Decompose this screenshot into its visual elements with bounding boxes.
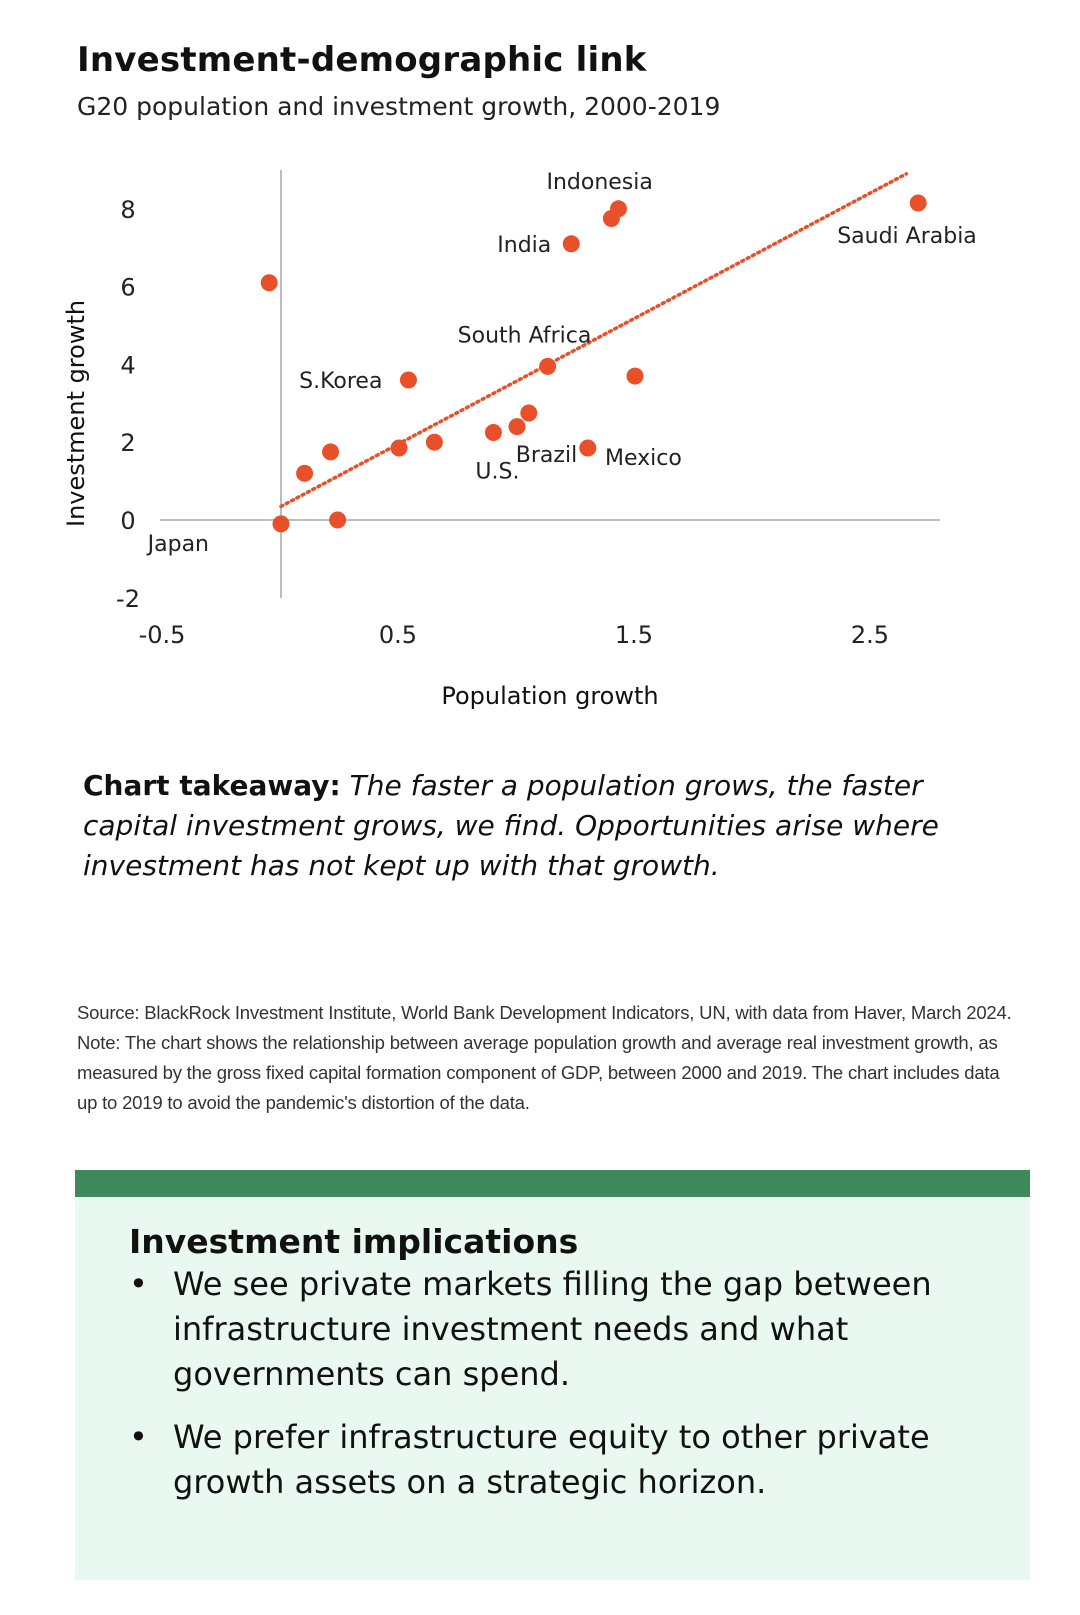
point-label: Mexico xyxy=(605,446,682,471)
data-point xyxy=(260,274,278,292)
implications-header-bar xyxy=(75,1170,1030,1197)
y-axis-title: Investment growth xyxy=(62,299,90,527)
data-point xyxy=(272,515,290,533)
y-tick-label: 2 xyxy=(120,429,135,457)
chart-takeaway: Chart takeaway: The faster a population … xyxy=(83,766,1023,886)
implications-box xyxy=(75,1170,1030,1580)
data-point xyxy=(539,357,557,375)
data-point xyxy=(322,443,340,461)
y-tick-label: 0 xyxy=(120,507,135,535)
x-tick-label: 1.5 xyxy=(615,621,653,649)
point-label: S.Korea xyxy=(299,369,382,394)
data-point xyxy=(520,404,538,422)
bullet-dot: • xyxy=(129,1265,148,1303)
bullet-dot: • xyxy=(129,1418,148,1456)
chart-subtitle: G20 population and investment growth, 20… xyxy=(77,92,721,121)
data-point xyxy=(562,235,580,253)
point-label: South Africa xyxy=(458,323,592,348)
implication-text-1: We see private markets filling the gap b… xyxy=(173,1265,932,1393)
x-axis-title: Population growth xyxy=(441,682,658,710)
data-point xyxy=(296,464,314,482)
implication-bullet-2: • We prefer infrastructure equity to othe… xyxy=(129,1415,1009,1505)
data-point xyxy=(508,418,526,436)
y-tick-label: -2 xyxy=(116,585,140,613)
y-tick-label: 8 xyxy=(120,196,135,224)
implications-list: • We see private markets filling the gap … xyxy=(129,1262,1009,1523)
implication-bullet-1: • We see private markets filling the gap … xyxy=(129,1262,1009,1397)
point-label: Brazil xyxy=(516,443,577,468)
y-tick-label: 6 xyxy=(120,274,135,302)
data-point xyxy=(579,439,597,457)
chart-title: Investment-demographic link xyxy=(77,40,647,80)
data-point xyxy=(909,194,927,212)
point-label: India xyxy=(497,233,551,258)
x-tick-label: 0.5 xyxy=(379,621,417,649)
data-point xyxy=(425,433,443,451)
data-point xyxy=(609,200,627,218)
point-label: Saudi Arabia xyxy=(837,224,977,249)
point-label: Indonesia xyxy=(546,170,652,195)
source-note: Source: BlackRock Investment Institute, … xyxy=(77,1002,1012,1113)
x-tick-label: -0.5 xyxy=(139,621,186,649)
takeaway-label: Chart takeaway: xyxy=(83,769,341,802)
y-tick-label: 4 xyxy=(120,351,135,379)
implication-text-2: We prefer infrastructure equity to other… xyxy=(173,1418,930,1501)
data-point xyxy=(626,367,644,385)
data-point xyxy=(399,371,417,389)
data-point xyxy=(329,511,347,529)
point-label: U.S. xyxy=(475,459,519,484)
implications-title: Investment implications xyxy=(129,1222,579,1261)
trend-line xyxy=(279,172,909,509)
x-tick-label: 2.5 xyxy=(851,621,889,649)
scatter-chart: -2 0 2 4 6 8 -0.5 0.5 1.5 2.5 Population growth Jap… xyxy=(116,170,977,710)
takeaway-text: The faster a population grows, the faste… xyxy=(83,769,939,882)
point-label: Japan xyxy=(146,532,209,557)
data-point xyxy=(484,423,502,441)
data-point xyxy=(390,439,408,457)
